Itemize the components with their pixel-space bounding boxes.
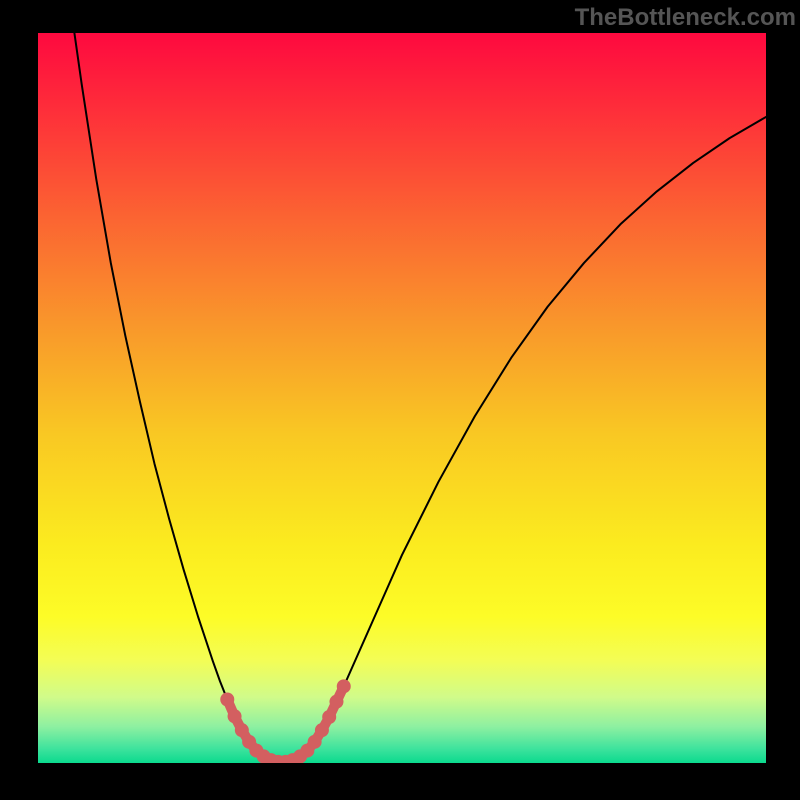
marker-dot [315, 723, 329, 737]
marker-dot [220, 692, 234, 706]
plot-background-gradient [38, 33, 766, 763]
marker-dot [235, 723, 249, 737]
marker-dot [322, 710, 336, 724]
marker-dot [228, 709, 242, 723]
watermark-text: TheBottleneck.com [575, 4, 796, 32]
bottleneck-chart [0, 0, 800, 800]
marker-dot [329, 695, 343, 709]
marker-dot [337, 679, 351, 693]
marker-dot [308, 735, 322, 749]
